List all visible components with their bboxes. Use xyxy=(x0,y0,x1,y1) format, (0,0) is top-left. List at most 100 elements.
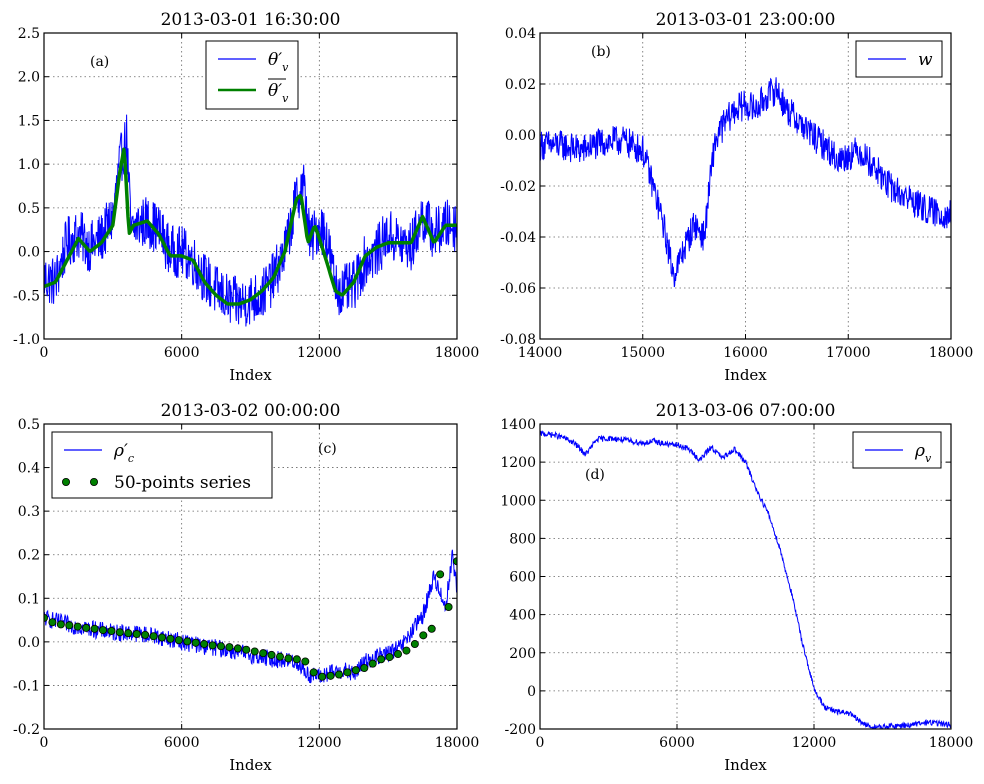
plot-area xyxy=(540,430,951,729)
legend-subscript: v xyxy=(925,452,932,465)
y-tick-label: 0.5 xyxy=(18,201,40,217)
panel-annotation: (b) xyxy=(591,44,611,60)
y-tick-label: 0 xyxy=(527,684,536,700)
data-point xyxy=(334,670,343,679)
data-point xyxy=(56,620,65,629)
data-point xyxy=(90,624,99,633)
y-tick-label: -0.06 xyxy=(500,281,536,297)
data-point xyxy=(394,650,403,659)
y-tick-label: 200 xyxy=(509,646,536,662)
y-tick-label: 0.0 xyxy=(18,245,40,261)
data-point xyxy=(98,626,107,635)
chart-panel-4: 0 6000 12000 18000-200020040060080010001200… xyxy=(500,401,973,774)
y-tick-label: 400 xyxy=(509,608,536,624)
y-tick-label: 1400 xyxy=(500,417,536,433)
axes-frame xyxy=(43,32,458,340)
data-point xyxy=(276,652,285,661)
panel-annotation: (d) xyxy=(585,467,605,483)
legend-marker xyxy=(90,477,99,486)
y-tick-label: -0.1 xyxy=(13,678,40,694)
y-tick-label: 0.0 xyxy=(18,635,40,651)
data-point xyxy=(368,659,377,668)
legend-label: w xyxy=(918,50,933,70)
y-tick-label: 1.5 xyxy=(18,113,40,129)
x-axis-label: Index xyxy=(724,366,767,384)
chart-panel-3: 0 6000 12000 18000 -0.2 -0.1 0.0 0.1 0.2 0.3 0.4 0.… xyxy=(13,401,479,774)
chart-title: 2013-03-01 23:00:00 xyxy=(656,10,836,30)
chart-title: 2013-03-02 00:00:00 xyxy=(161,401,341,421)
axes-frame xyxy=(539,423,952,730)
y-tick-label: -0.02 xyxy=(500,179,536,195)
y-tick-label: 2.0 xyxy=(18,70,40,86)
data-point xyxy=(233,644,242,653)
data-point xyxy=(427,624,436,633)
data-point xyxy=(444,603,453,612)
y-tick-label: 0.2 xyxy=(18,548,40,564)
x-tick-label: 15000 xyxy=(620,345,665,361)
data-point xyxy=(208,641,217,650)
legend-subscript: v xyxy=(282,61,289,74)
y-tick-label: -200 xyxy=(505,722,536,738)
x-tick-label: 17000 xyxy=(826,345,871,361)
data-point xyxy=(242,645,251,654)
y-tick-label: 0.5 xyxy=(18,417,40,433)
panel-annotation: (c) xyxy=(318,441,337,457)
chart-panel-1: 0 6000 12000 18000 -1.0 -0.5 0.0 0.5 1.0 1.5 2.0 2.… xyxy=(13,10,479,384)
data-point xyxy=(73,622,82,631)
y-tick-label: 1000 xyxy=(500,493,536,509)
data-point xyxy=(191,638,200,647)
data-point xyxy=(410,640,419,649)
data-point xyxy=(183,637,192,646)
x-axis-label: Index xyxy=(229,756,272,774)
y-tick-label: 0.00 xyxy=(505,128,536,144)
y-tick-label: 0.04 xyxy=(505,26,536,42)
x-tick-label: 0 xyxy=(40,345,49,361)
x-axis-label: Index xyxy=(724,756,767,774)
data-point xyxy=(343,668,352,677)
data-point xyxy=(166,634,175,643)
x-tick-label: 0 xyxy=(40,735,49,751)
legend: ρv xyxy=(852,431,942,469)
y-tick-label: -1.0 xyxy=(13,332,40,348)
legend-marker xyxy=(62,477,71,486)
y-tick-label: 600 xyxy=(509,570,536,586)
legend: θ′vθ′v xyxy=(205,40,299,110)
data-point xyxy=(292,655,301,664)
data-point xyxy=(200,640,209,649)
legend-box xyxy=(205,40,299,110)
y-tick-label: 0.1 xyxy=(18,591,40,607)
y-tick-label: 0.4 xyxy=(18,461,40,477)
x-tick-label: 12000 xyxy=(792,735,837,751)
data-point xyxy=(65,621,74,630)
x-tick-label: 12000 xyxy=(297,345,342,361)
data-point xyxy=(309,668,318,677)
data-point xyxy=(385,653,394,662)
panel-annotation: (a) xyxy=(90,54,109,70)
data-point xyxy=(132,630,141,639)
data-point xyxy=(259,649,268,658)
legend-subscript: c xyxy=(128,452,134,465)
data-point xyxy=(318,672,327,681)
y-tick-label: 2.5 xyxy=(18,26,40,42)
series-line xyxy=(540,77,951,288)
data-point xyxy=(115,628,124,637)
data-point xyxy=(141,630,150,639)
chart-panel-2: 14000 15000 16000 17000 18000 -0.08 -0.06 -0.04… xyxy=(500,10,973,384)
data-point xyxy=(284,654,293,663)
legend-label: 50-points series xyxy=(114,473,251,493)
x-tick-label: 18000 xyxy=(929,735,974,751)
data-point xyxy=(402,646,411,655)
y-tick-label: 0.02 xyxy=(505,77,536,93)
data-point xyxy=(436,570,445,579)
x-axis-label: Index xyxy=(229,366,272,384)
x-tick-label: 6000 xyxy=(164,345,200,361)
y-tick-label: -0.08 xyxy=(500,332,536,348)
data-point xyxy=(216,642,225,651)
data-point xyxy=(225,643,234,652)
plot-area xyxy=(44,114,457,327)
data-point xyxy=(48,618,57,627)
data-point xyxy=(301,657,310,666)
data-point xyxy=(107,626,116,635)
data-point xyxy=(419,631,428,640)
